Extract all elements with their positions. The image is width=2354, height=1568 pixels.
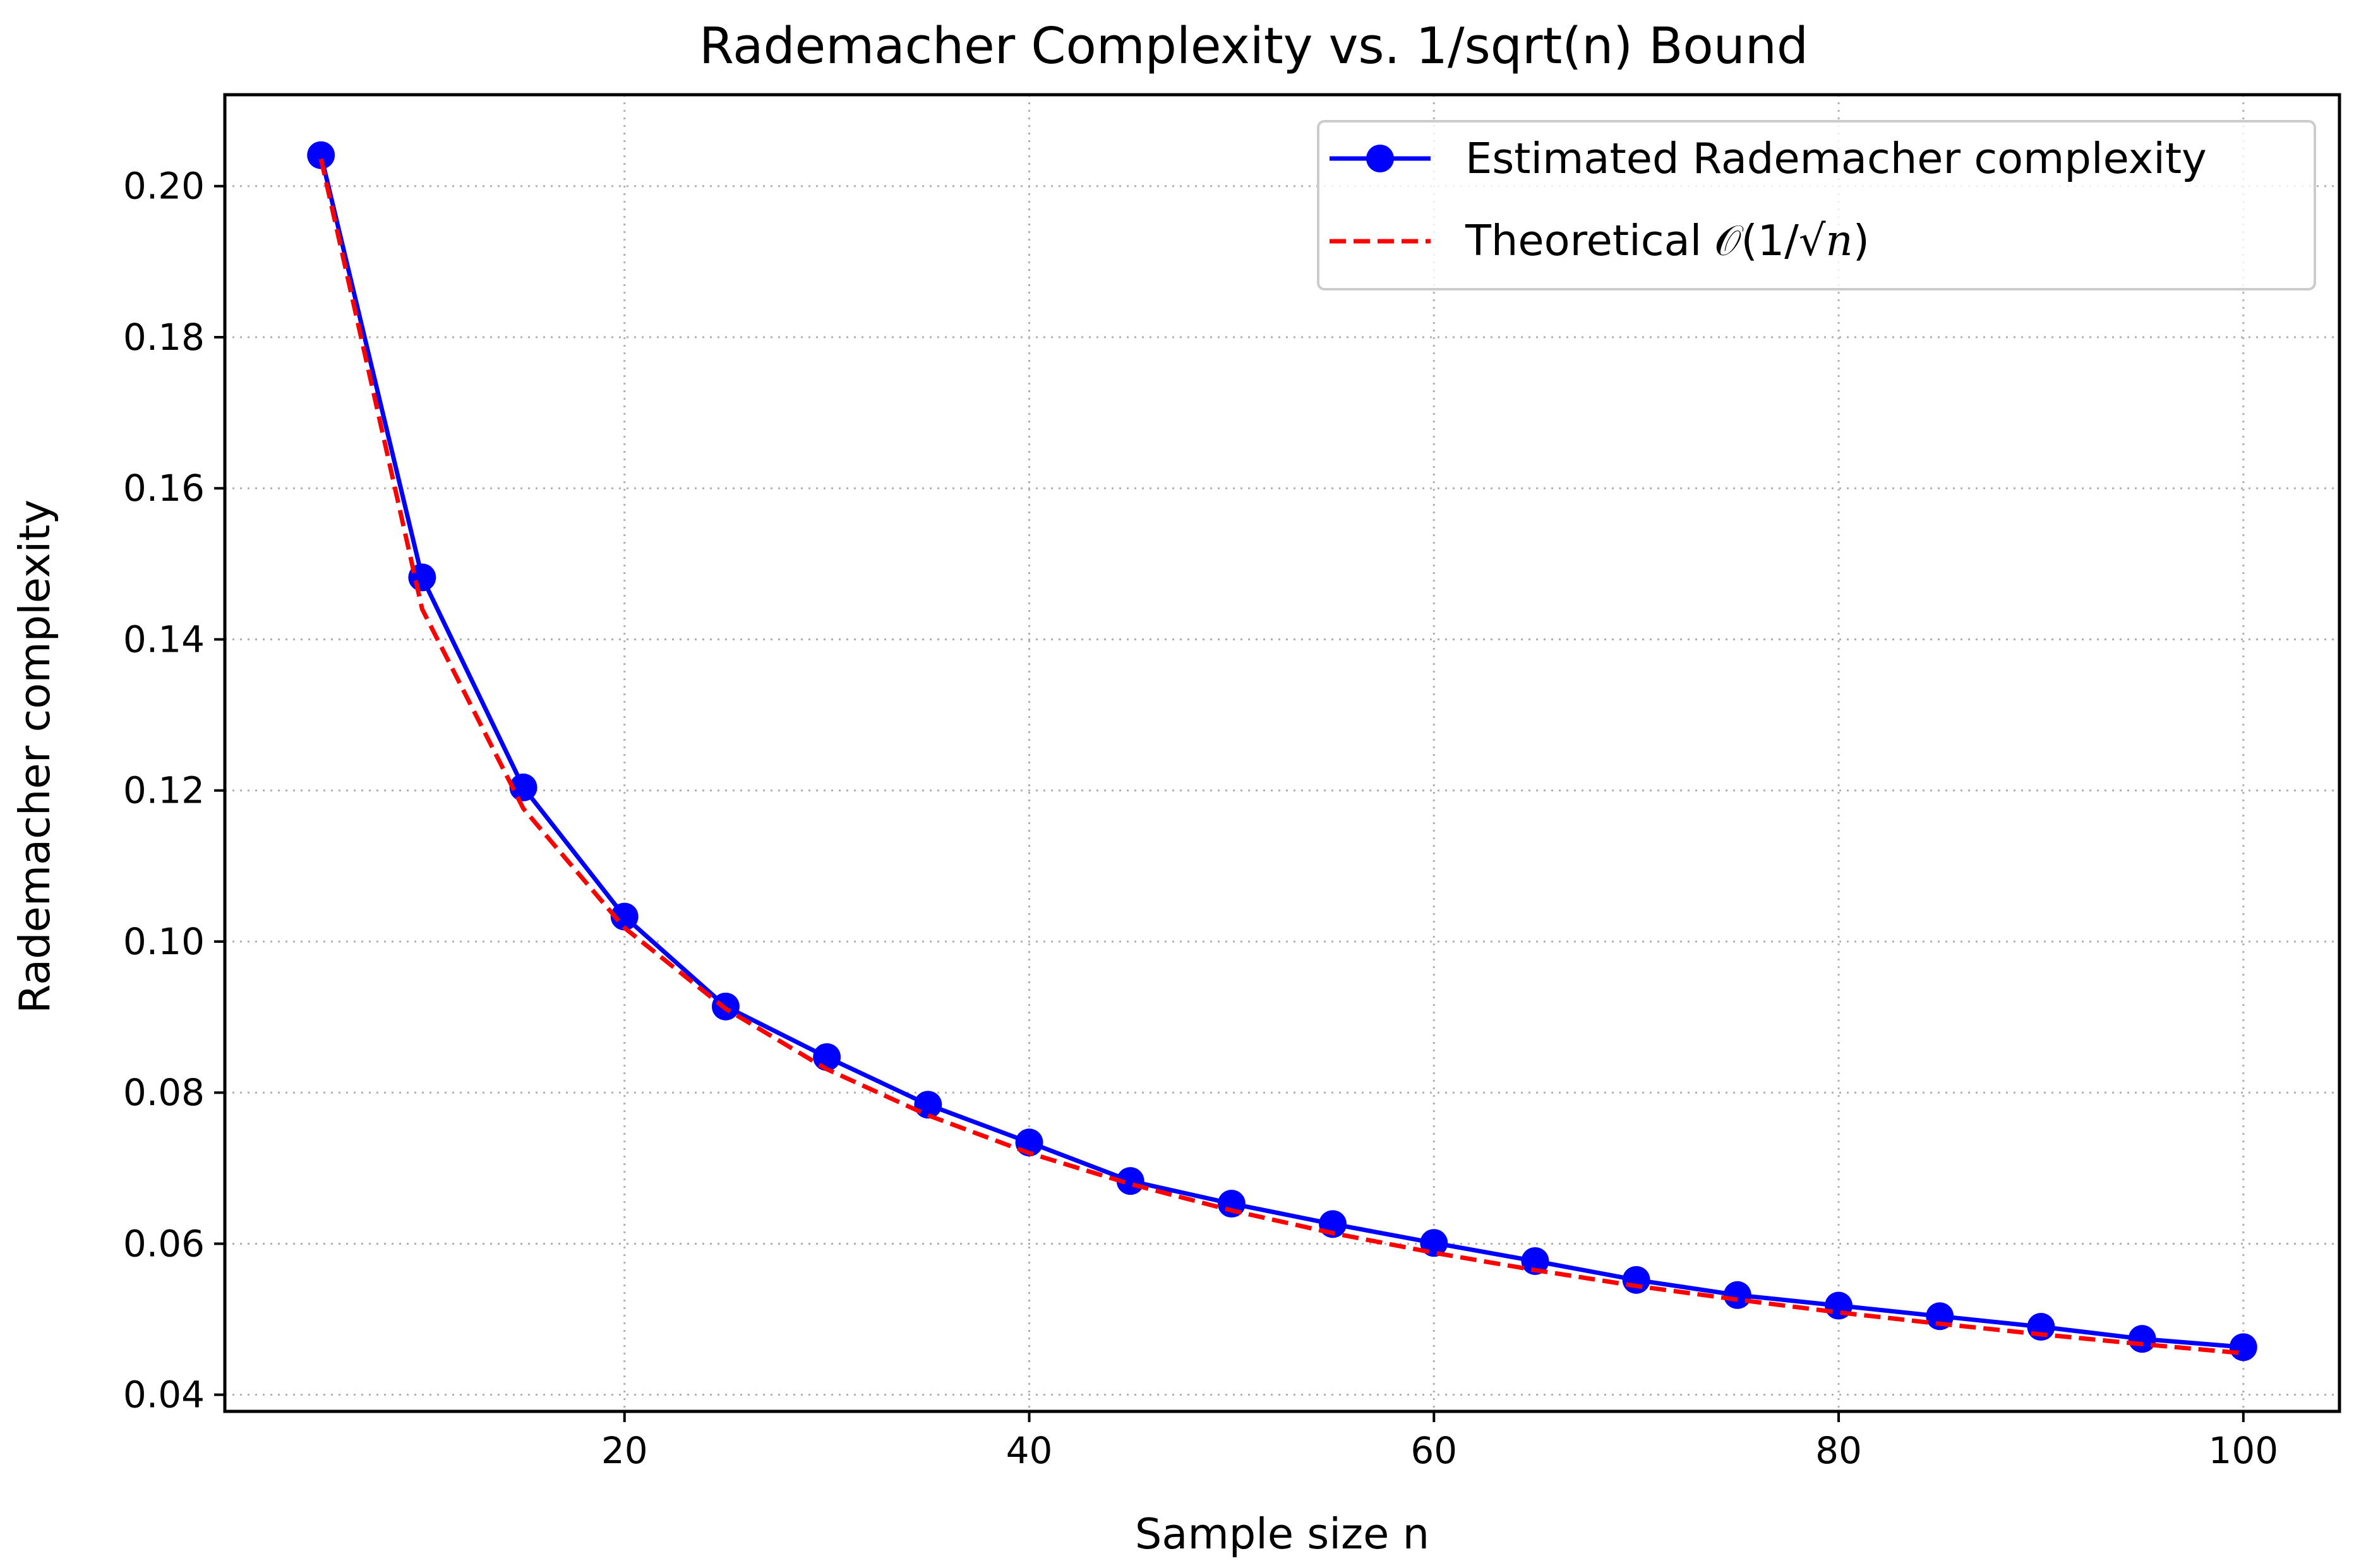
legend-label-theoretical-close: )	[1853, 216, 1870, 265]
legend-label-theoretical-word: Theoretical	[1465, 216, 1702, 265]
series-line-estimated	[318, 154, 2244, 1350]
y-axis-label: Rademacher complexity	[10, 500, 59, 1014]
x-tick-label: 100	[2208, 1429, 2278, 1472]
legend-label-theoretical-math: 𝒪(1/√	[1714, 216, 1826, 265]
y-tick-label: 0.04	[123, 1373, 205, 1416]
y-tick-label: 0.06	[123, 1222, 205, 1265]
data-point-estimated	[1521, 1247, 1549, 1275]
x-axis-ticks: 20 40 60 80 100	[601, 1411, 2278, 1472]
x-tick-label: 20	[601, 1429, 648, 1472]
x-axis-label: Sample size n	[1135, 1509, 1429, 1559]
legend-marker-estimated	[1366, 145, 1394, 172]
x-tick-label: 80	[1815, 1429, 1862, 1472]
data-point-estimated	[509, 773, 537, 801]
legend-label-theoretical: Theoretical 𝒪(1/√n)	[1465, 216, 1870, 265]
chart-title: Rademacher Complexity vs. 1/sqrt(n) Boun…	[699, 17, 1808, 75]
data-point-estimated	[2128, 1325, 2156, 1353]
data-point-estimated	[1217, 1190, 1246, 1218]
y-tick-label: 0.20	[123, 165, 205, 208]
legend-frame	[1317, 120, 2316, 290]
data-point-estimated	[1723, 1281, 1751, 1309]
y-tick-label: 0.18	[123, 316, 205, 359]
legend-label-theoretical-var: n	[1826, 216, 1853, 265]
legend-label-estimated: Estimated Rademacher complexity	[1465, 134, 2207, 183]
series-layer	[307, 141, 2257, 1362]
y-tick-label: 0.16	[123, 467, 205, 510]
data-point-estimated	[2229, 1333, 2257, 1362]
data-point-estimated	[610, 902, 639, 931]
y-tick-label: 0.08	[123, 1071, 205, 1114]
data-point-estimated	[307, 141, 335, 169]
data-point-estimated	[1622, 1266, 1650, 1294]
series-line-theoretical	[318, 158, 2244, 1356]
y-tick-label: 0.14	[123, 618, 205, 661]
legend: Estimated Rademacher complexity Theoreti…	[1317, 120, 2316, 290]
x-tick-label: 60	[1410, 1429, 1457, 1472]
plot-frame	[223, 93, 2341, 1413]
data-point-estimated	[914, 1091, 942, 1119]
y-axis-ticks: 0.04 0.06 0.08 0.10 0.12 0.14 0.16 0.18 0.20	[123, 165, 225, 1416]
y-tick-label: 0.10	[123, 920, 205, 963]
x-tick-label: 40	[1006, 1429, 1053, 1472]
y-tick-label: 0.12	[123, 769, 205, 812]
